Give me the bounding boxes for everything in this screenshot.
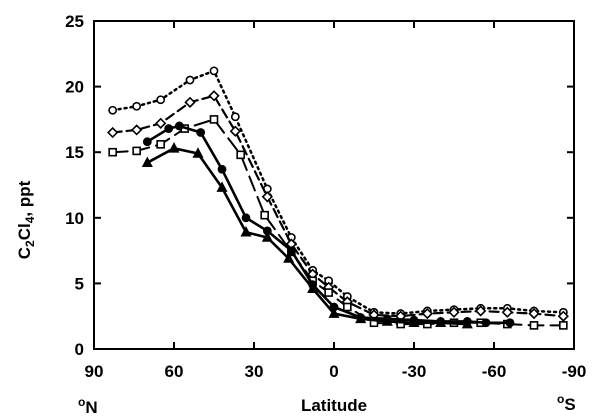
data-point: [505, 318, 515, 328]
south-hemisphere-label: oS: [557, 392, 576, 414]
data-point: [475, 305, 487, 317]
data-point: [557, 310, 569, 322]
data-point: [209, 66, 219, 76]
data-point: [192, 147, 204, 158]
data-point: [108, 105, 118, 115]
y-tick-label: 0: [75, 340, 84, 359]
data-point: [435, 316, 447, 328]
data-point: [209, 115, 219, 124]
data-point: [141, 156, 153, 167]
data-point: [260, 210, 269, 220]
north-hemisphere-label: oN: [78, 395, 98, 417]
data-point: [240, 226, 252, 237]
y-axis-title: C2Cl4, ppt: [15, 180, 37, 259]
data-point: [216, 181, 228, 192]
plot-area: [93, 20, 575, 350]
data-point: [230, 112, 240, 122]
data-point: [286, 246, 296, 255]
data-point: [461, 317, 473, 329]
data-point: [174, 121, 184, 131]
data-point: [142, 137, 152, 147]
data-point: [156, 95, 166, 105]
series-line: [111, 69, 565, 315]
x-tick-label: 0: [329, 362, 338, 381]
y-tick-label: 10: [65, 209, 84, 228]
data-point: [184, 96, 196, 108]
data-point: [208, 90, 220, 102]
data-point: [241, 213, 251, 223]
data-point: [559, 321, 568, 330]
data-point: [156, 140, 165, 149]
series-layer: [107, 66, 569, 330]
data-point: [185, 75, 195, 85]
y-tick-label: 25: [65, 12, 84, 31]
y-tick-label: 5: [75, 274, 84, 293]
x-tick-label: -60: [482, 362, 507, 381]
data-point: [324, 288, 333, 297]
data-point: [343, 302, 352, 312]
data-point: [132, 101, 142, 111]
x-tick-label: 90: [85, 362, 104, 381]
data-point: [236, 150, 245, 160]
data-point: [448, 306, 460, 318]
axis-layer: 90 60 30 0 -30 -60 -90 0 5 10 15 20 25: [65, 12, 586, 381]
x-tick-label: -90: [562, 362, 587, 381]
data-point: [328, 307, 340, 318]
data-point: [283, 252, 295, 263]
data-point: [528, 307, 540, 320]
data-point: [168, 142, 180, 153]
data-point: [132, 146, 141, 156]
data-point: [155, 117, 167, 129]
data-point: [229, 125, 241, 137]
series-5: [141, 142, 473, 329]
x-tick-label: -30: [402, 362, 427, 381]
data-point: [108, 147, 117, 157]
data-point: [408, 316, 420, 328]
series-2: [107, 90, 569, 322]
y-tick-label: 15: [65, 143, 84, 162]
data-point: [164, 124, 174, 133]
data-point: [261, 231, 273, 242]
data-point: [481, 318, 491, 328]
data-point: [421, 307, 433, 320]
data-point: [501, 306, 513, 318]
x-tick-label: 60: [165, 362, 184, 381]
series-line: [146, 147, 469, 326]
data-point: [261, 191, 273, 203]
data-point: [355, 312, 367, 324]
data-point: [196, 128, 206, 137]
data-point: [217, 164, 227, 174]
data-point: [529, 321, 539, 330]
x-axis-title: Latitude: [301, 396, 367, 415]
data-point: [131, 124, 143, 136]
series-1: [108, 66, 568, 318]
plot-frame: [93, 20, 575, 350]
data-point: [307, 282, 319, 293]
y-tick-label: 20: [65, 78, 84, 97]
x-tick-label: 30: [245, 362, 264, 381]
data-point: [107, 126, 119, 139]
data-point: [381, 315, 393, 326]
